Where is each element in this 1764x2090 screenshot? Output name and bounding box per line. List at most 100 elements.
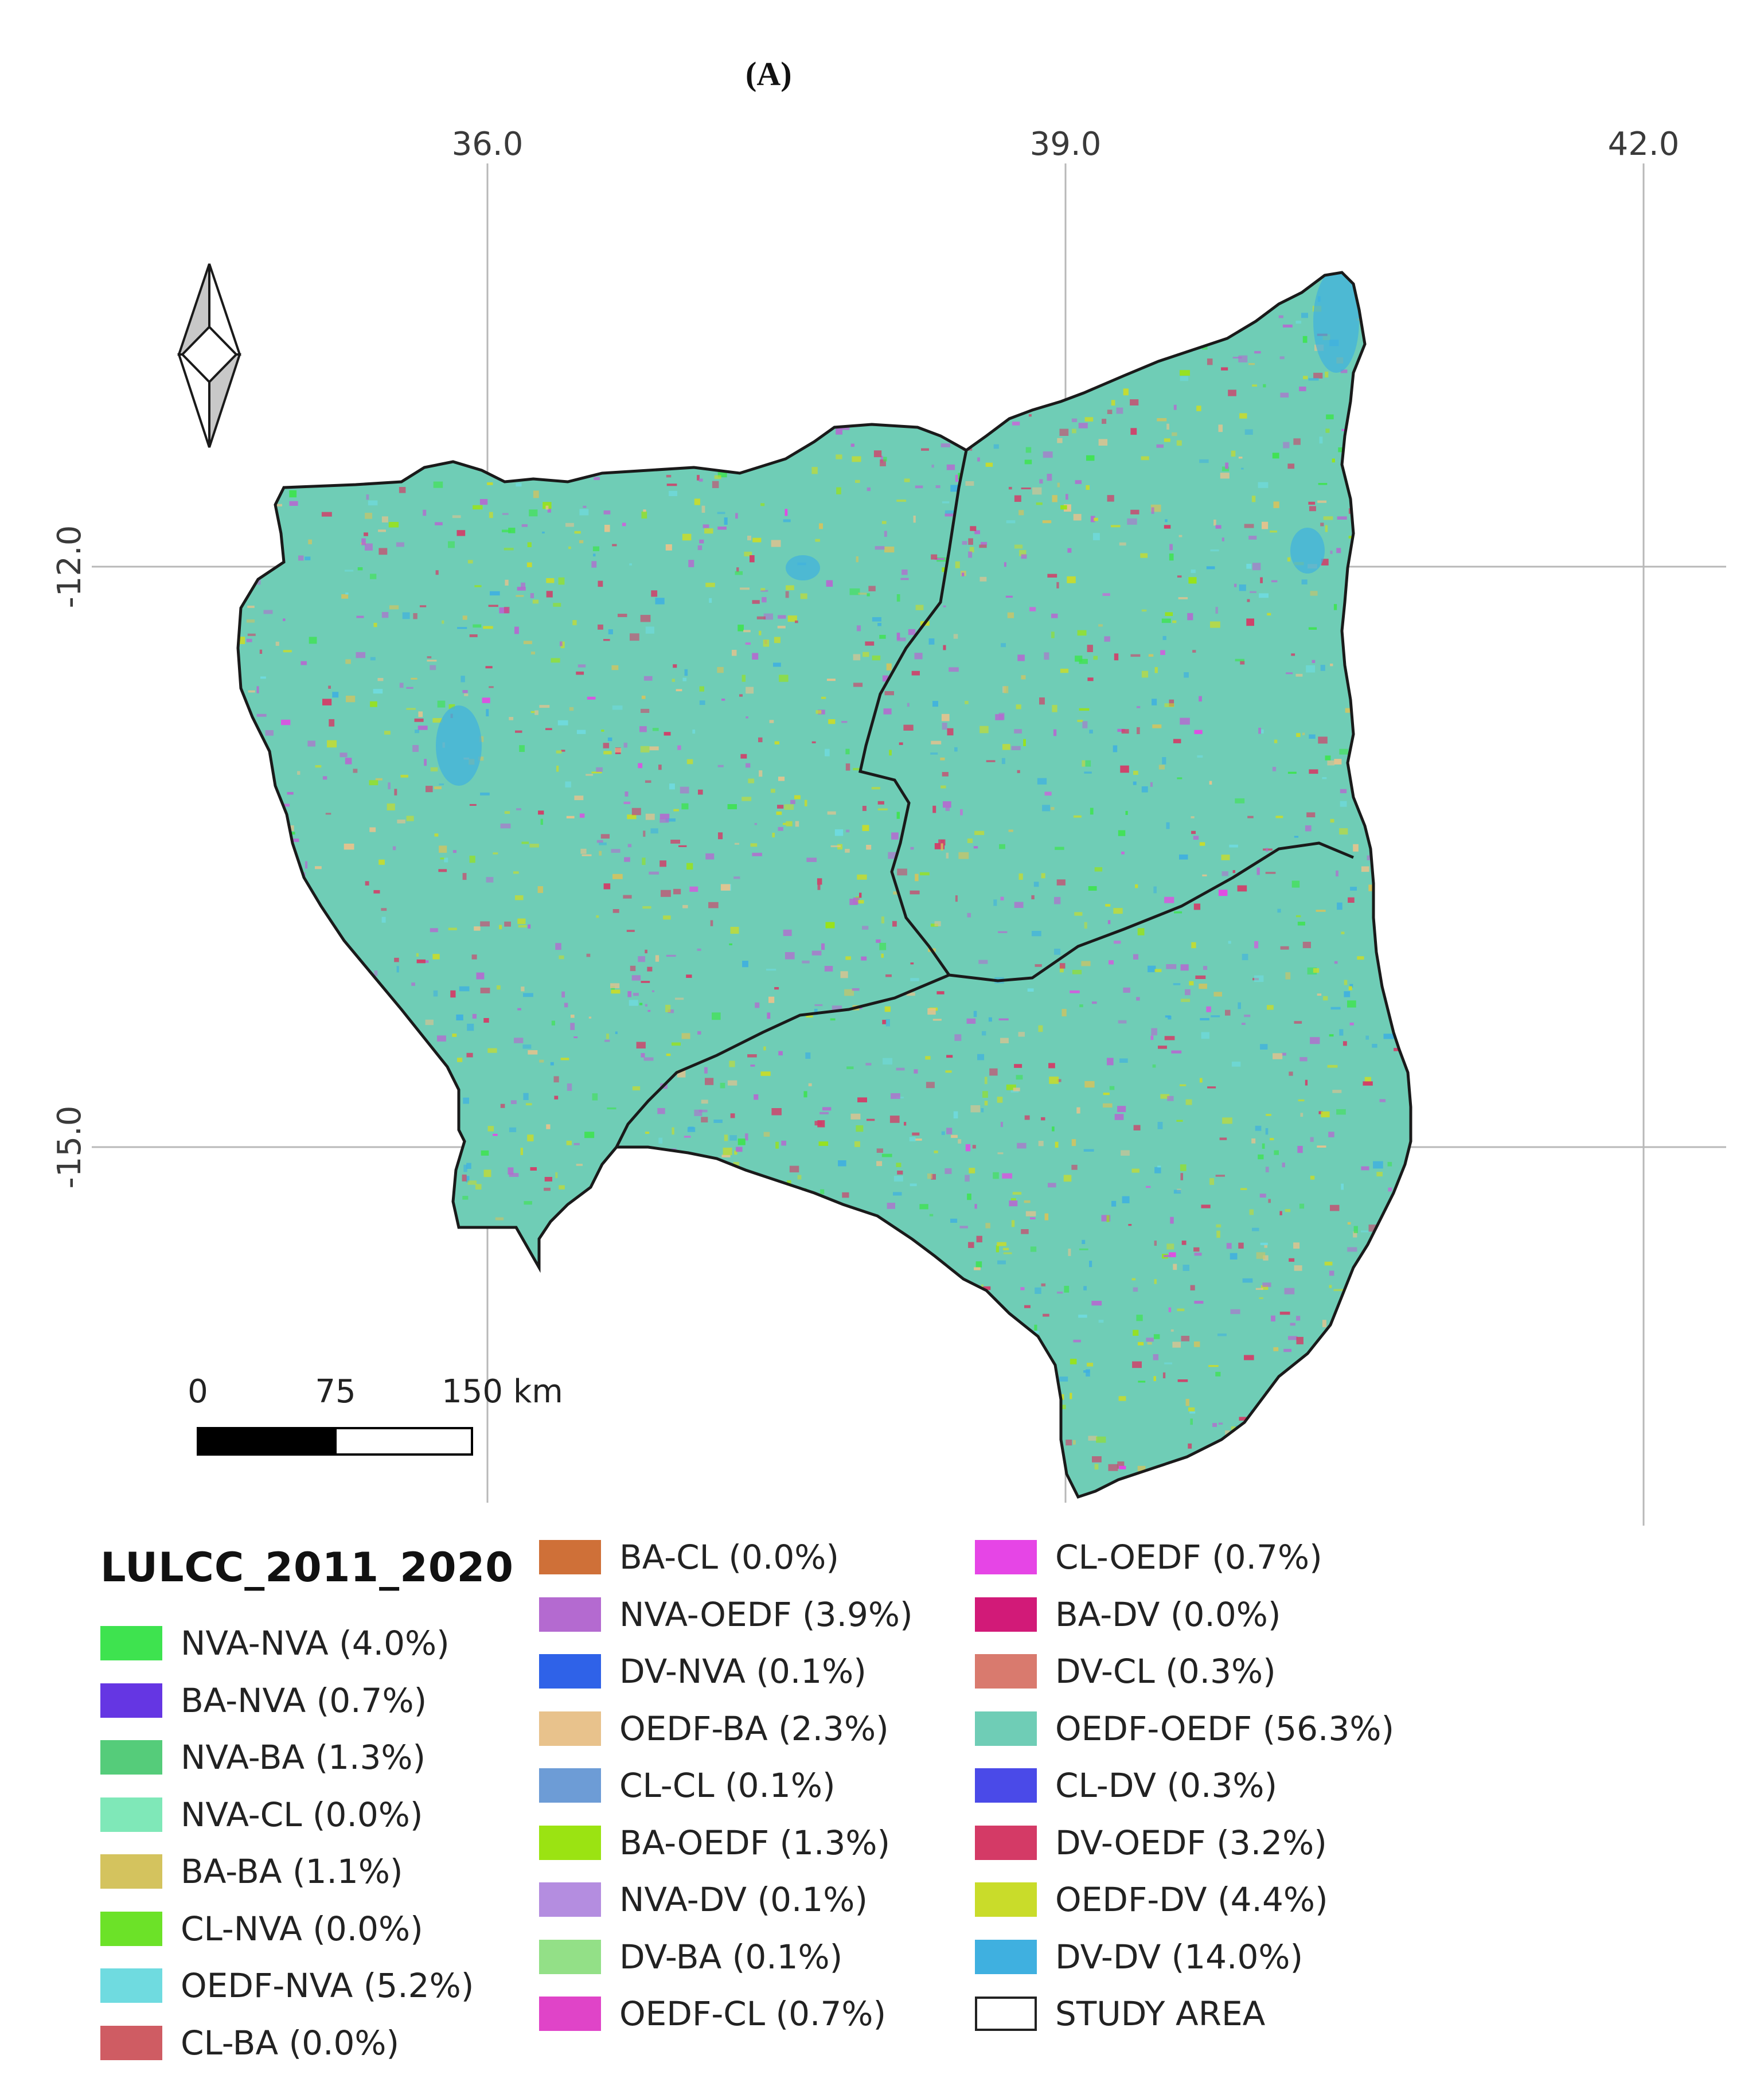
lulcc-speckle <box>853 654 861 661</box>
lulcc-speckle <box>1271 1441 1281 1444</box>
lulcc-speckle <box>1021 488 1031 490</box>
lulcc-speckle <box>1003 342 1011 348</box>
lulcc-speckle <box>1133 954 1138 960</box>
lulcc-speckle <box>1301 313 1308 318</box>
lulcc-speckle <box>1150 782 1153 787</box>
lulcc-speckle <box>1358 1295 1361 1300</box>
lulcc-speckle <box>269 1381 278 1386</box>
lulcc-speckle <box>1043 1379 1050 1385</box>
lulcc-speckle <box>521 986 525 992</box>
lulcc-speckle <box>768 451 779 454</box>
lulcc-speckle <box>1087 1363 1094 1367</box>
legend-label: NVA-BA (1.3%) <box>181 1738 426 1777</box>
scale-bar: 0 75 150 km <box>188 1373 563 1456</box>
lulcc-speckle <box>1030 1217 1036 1219</box>
lulcc-speckle <box>1390 538 1395 541</box>
lulcc-speckle <box>717 666 724 673</box>
lulcc-speckle <box>377 1407 381 1415</box>
lulcc-speckle <box>239 790 247 793</box>
lulcc-speckle <box>806 1015 813 1018</box>
lulcc-speckle <box>1294 1021 1302 1024</box>
lulcc-speckle <box>698 789 703 795</box>
lulcc-speckle <box>639 1003 643 1005</box>
lulcc-speckle <box>1388 1369 1399 1375</box>
lulcc-speckle <box>474 1454 481 1458</box>
lulcc-speckle <box>746 687 754 694</box>
lulcc-speckle <box>745 642 751 645</box>
lulcc-speckle <box>373 622 377 627</box>
lulcc-speckle <box>778 615 786 619</box>
lulcc-speckle <box>348 1263 359 1270</box>
lulcc-speckle <box>333 334 343 336</box>
lulcc-speckle <box>1172 1342 1181 1348</box>
lulcc-speckle <box>603 1174 609 1177</box>
lulcc-speckle <box>773 662 781 667</box>
lulcc-speckle <box>847 278 852 283</box>
lulcc-speckle <box>910 373 919 379</box>
lulcc-speckle <box>1160 650 1165 655</box>
lulcc-speckle <box>1118 1396 1126 1401</box>
lulcc-speckle <box>1398 1229 1403 1231</box>
lulcc-speckle <box>1092 533 1100 540</box>
lulcc-speckle <box>505 579 509 586</box>
lon-label-39: 39.0 <box>1030 126 1102 163</box>
lulcc-speckle <box>344 843 354 850</box>
lulcc-speckle <box>546 591 553 598</box>
lulcc-speckle <box>1141 456 1149 461</box>
lulcc-speckle <box>1141 786 1148 793</box>
lulcc-speckle <box>645 1132 650 1134</box>
lulcc-speckle <box>781 1140 786 1146</box>
lulcc-speckle <box>977 330 982 332</box>
lulcc-speckle <box>561 750 565 752</box>
lulcc-speckle <box>1360 789 1369 795</box>
lulcc-speckle <box>1308 378 1319 381</box>
lulcc-speckle <box>354 348 358 350</box>
lulcc-speckle <box>840 1278 850 1285</box>
lulcc-speckle <box>577 1480 584 1487</box>
lulcc-speckle <box>1295 915 1301 918</box>
lulcc-speckle <box>940 443 950 447</box>
lulcc-speckle <box>1251 1138 1256 1144</box>
lulcc-speckle <box>487 482 493 485</box>
lulcc-speckle <box>1085 760 1091 767</box>
lulcc-speckle <box>1039 697 1045 705</box>
lulcc-speckle <box>1279 1211 1282 1215</box>
lulcc-speckle <box>475 1184 482 1190</box>
lulcc-speckle <box>654 1187 660 1189</box>
lulcc-speckle <box>895 1426 904 1433</box>
lulcc-speckle <box>379 1011 382 1017</box>
lulcc-speckle <box>1306 812 1316 817</box>
lulcc-speckle <box>526 1103 532 1106</box>
lulcc-speckle <box>981 541 988 545</box>
lulcc-speckle <box>480 364 484 368</box>
lulcc-speckle <box>1273 1347 1279 1351</box>
lulcc-speckle <box>1120 765 1129 773</box>
lulcc-speckle <box>1184 672 1189 678</box>
lulcc-speckle <box>698 303 703 308</box>
lulcc-speckle <box>637 403 645 405</box>
lulcc-speckle <box>970 526 977 531</box>
lulcc-speckle <box>553 1076 559 1083</box>
lulcc-speckle <box>1154 1241 1157 1246</box>
lulcc-speckle <box>842 418 848 423</box>
lulcc-speckle <box>815 294 821 301</box>
lulcc-speckle <box>1070 1359 1077 1364</box>
lulcc-speckle <box>730 927 739 934</box>
lulcc-speckle <box>576 671 584 675</box>
lulcc-speckle <box>882 1464 885 1471</box>
lulcc-speckle <box>666 272 672 279</box>
lulcc-speckle <box>1082 760 1086 767</box>
lulcc-speckle <box>1244 1491 1247 1495</box>
lulcc-speckle <box>1216 1224 1221 1228</box>
lulcc-speckle <box>280 1264 288 1266</box>
lulcc-speckle <box>388 360 392 365</box>
lulcc-speckle <box>1067 548 1072 553</box>
lulcc-speckle <box>487 1048 497 1053</box>
lulcc-speckle <box>881 916 884 923</box>
lulcc-speckle <box>481 1150 489 1156</box>
legend-label: CL-BA (0.0%) <box>181 2023 400 2062</box>
lulcc-speckle <box>397 1331 407 1335</box>
lulcc-speckle <box>462 690 468 693</box>
lulcc-speckle <box>268 1465 278 1471</box>
lulcc-speckle <box>402 612 410 619</box>
